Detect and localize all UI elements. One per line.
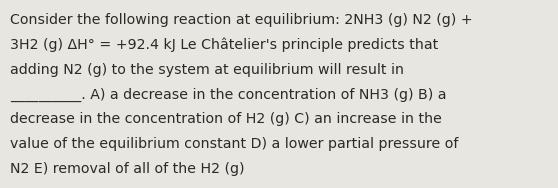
Text: Consider the following reaction at equilibrium: 2NH3 (g) N2 (g) +: Consider the following reaction at equil… — [10, 13, 473, 27]
Text: decrease in the concentration of H2 (g) C) an increase in the: decrease in the concentration of H2 (g) … — [10, 112, 442, 126]
Text: __________. A) a decrease in the concentration of NH3 (g) B) a: __________. A) a decrease in the concent… — [10, 88, 446, 102]
Text: 3H2 (g) ΔH° = +92.4 kJ Le Châtelier's principle predicts that: 3H2 (g) ΔH° = +92.4 kJ Le Châtelier's pr… — [10, 38, 438, 52]
Text: value of the equilibrium constant D) a lower partial pressure of: value of the equilibrium constant D) a l… — [10, 137, 459, 151]
Text: N2 E) removal of all of the H2 (g): N2 E) removal of all of the H2 (g) — [10, 162, 244, 176]
Text: adding N2 (g) to the system at equilibrium will result in: adding N2 (g) to the system at equilibri… — [10, 63, 404, 77]
